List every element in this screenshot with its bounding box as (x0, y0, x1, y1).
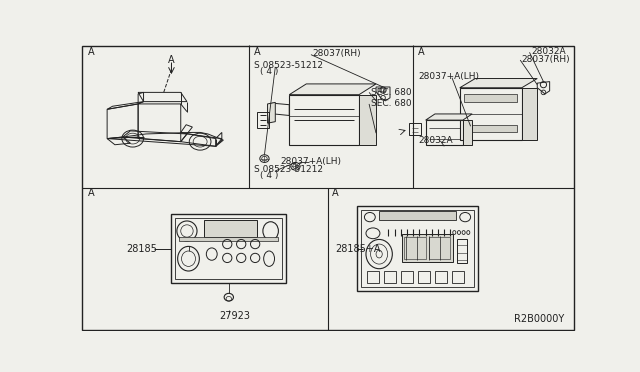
Text: 28037+A(LH): 28037+A(LH) (418, 73, 479, 81)
Bar (367, 271, 379, 283)
Text: 28037(RH): 28037(RH) (522, 55, 570, 64)
Polygon shape (359, 95, 376, 145)
Text: 28037+A(LH): 28037+A(LH) (280, 157, 341, 166)
Bar (404, 237, 426, 259)
Bar (435, 271, 447, 283)
Bar (179, 237, 278, 241)
Text: S 08523-51212: S 08523-51212 (253, 61, 323, 70)
Text: A: A (88, 188, 94, 198)
Bar (465, 94, 517, 102)
Text: 27923: 27923 (220, 311, 250, 321)
Bar (418, 271, 430, 283)
Bar (384, 271, 396, 283)
Text: R2B0000Y: R2B0000Y (514, 314, 564, 324)
Text: A: A (168, 55, 175, 65)
Text: 28185+A: 28185+A (336, 244, 381, 254)
Text: SEC. 680: SEC. 680 (371, 88, 412, 97)
Text: SEC. 680: SEC. 680 (371, 99, 412, 108)
Polygon shape (460, 78, 537, 88)
Bar (289, 95, 359, 145)
Text: A: A (332, 188, 339, 198)
Text: ( 4 ): ( 4 ) (260, 67, 278, 76)
Text: 28037(RH): 28037(RH) (312, 49, 361, 58)
Bar (452, 271, 465, 283)
Text: A: A (253, 47, 260, 57)
Polygon shape (463, 120, 472, 145)
Bar (465, 125, 517, 132)
Text: ( 4 ): ( 4 ) (260, 171, 278, 180)
Bar (429, 237, 451, 259)
Polygon shape (522, 88, 537, 140)
Text: 28032A: 28032A (531, 47, 566, 56)
Bar (204, 220, 257, 237)
Bar (362, 210, 474, 287)
Bar (426, 120, 463, 145)
Text: A: A (88, 47, 94, 57)
Bar (379, 211, 456, 220)
Bar (460, 88, 522, 140)
Text: S 08523-51212: S 08523-51212 (253, 165, 323, 174)
Bar (401, 271, 413, 283)
Polygon shape (268, 102, 275, 123)
Bar (403, 234, 452, 262)
Bar (358, 206, 477, 291)
Polygon shape (289, 84, 376, 95)
Bar (172, 214, 286, 283)
Text: 28032A: 28032A (418, 136, 452, 145)
Text: 28185: 28185 (127, 244, 157, 254)
Polygon shape (426, 114, 472, 120)
Bar (175, 218, 282, 279)
Text: A: A (418, 47, 424, 57)
